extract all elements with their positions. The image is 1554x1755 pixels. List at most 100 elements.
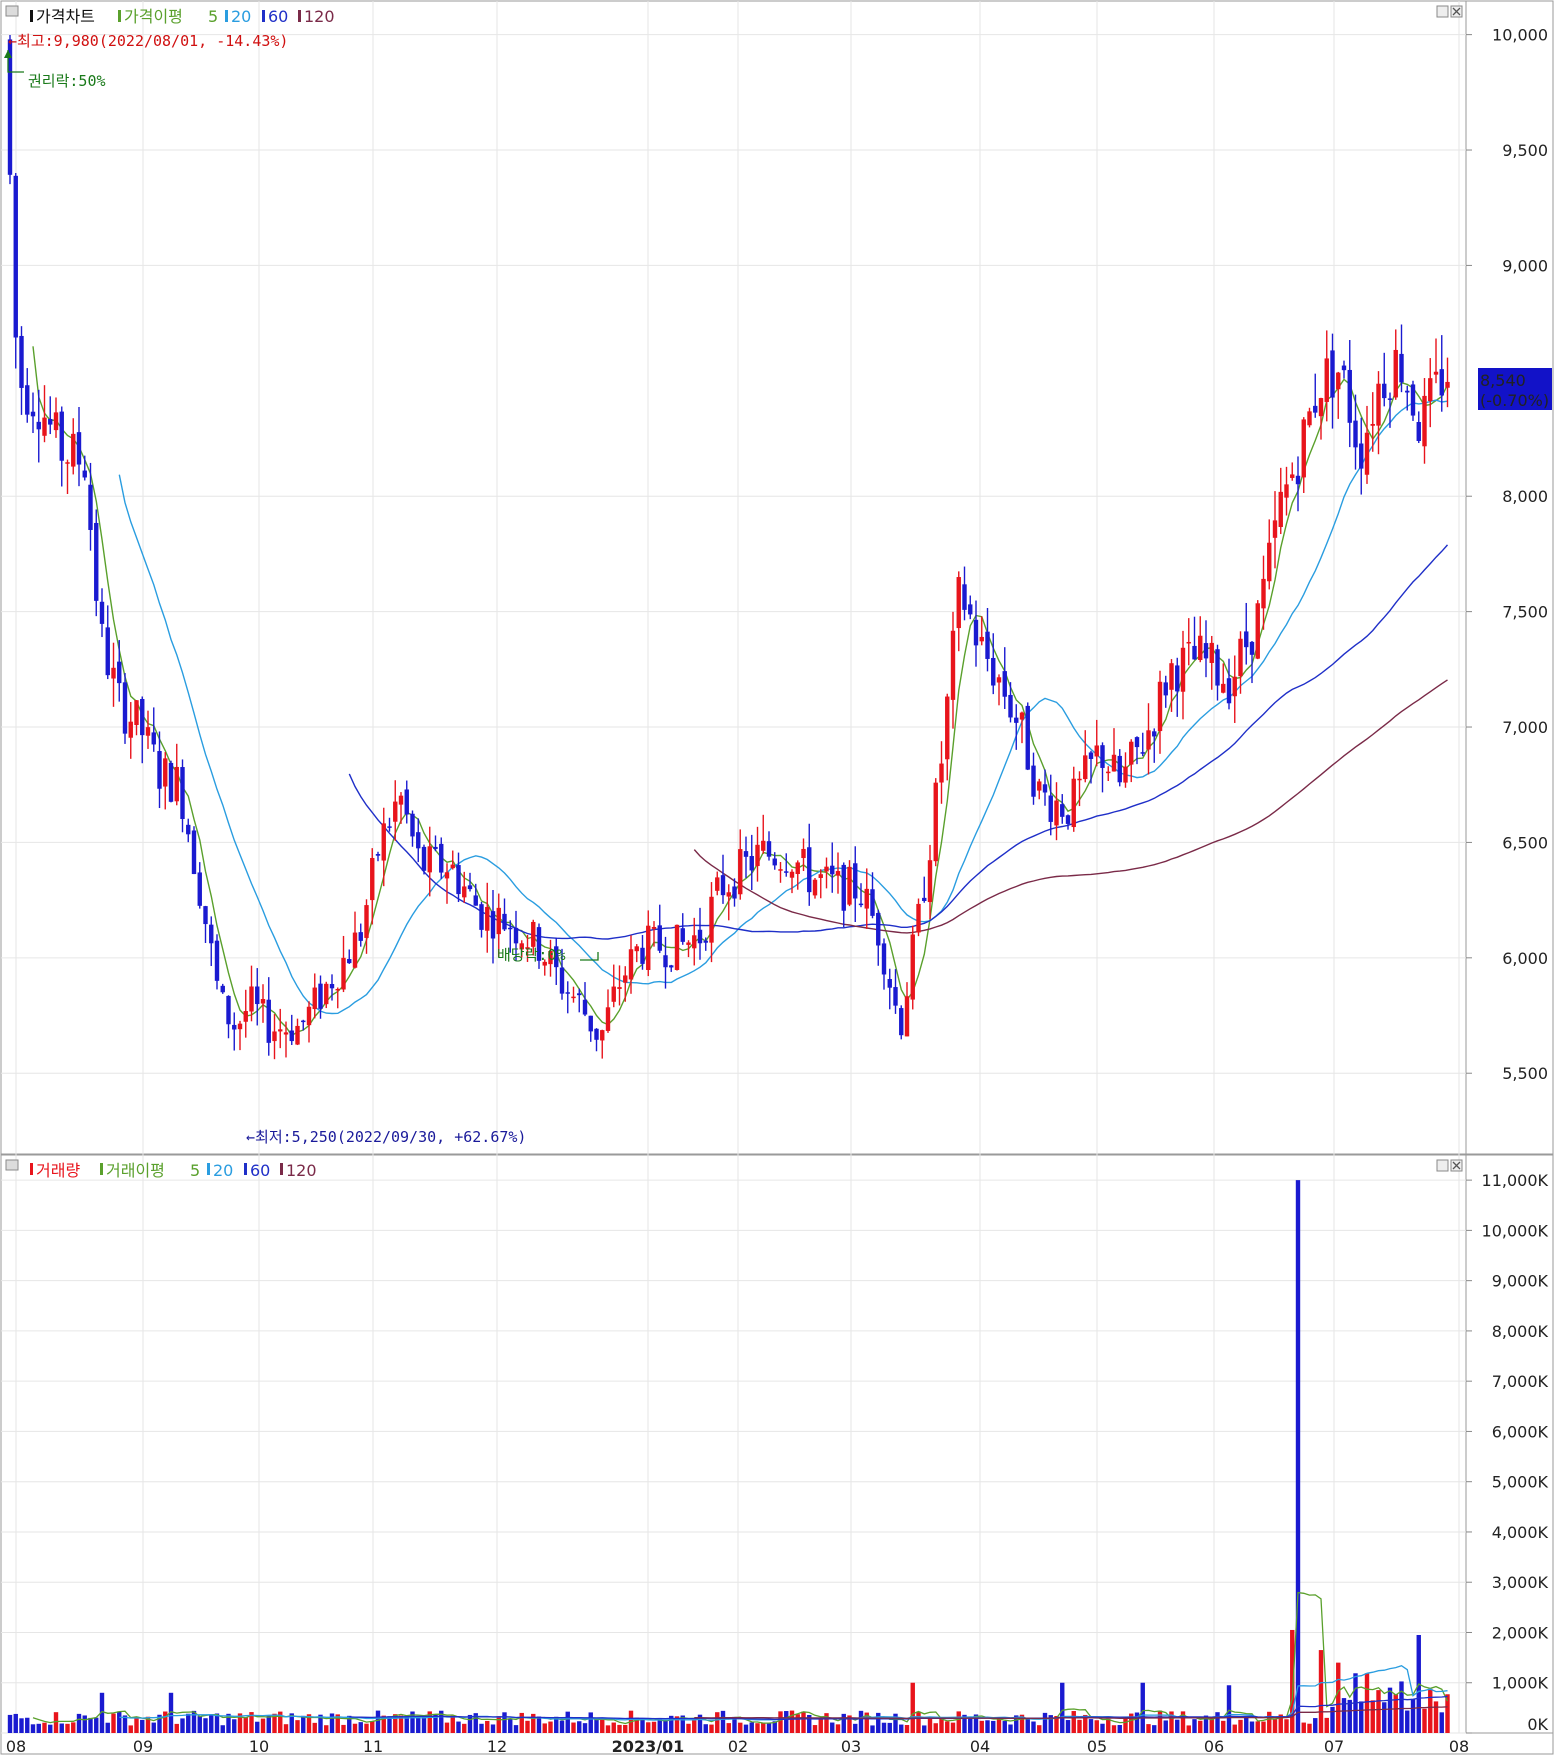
volume-bar <box>870 1725 875 1733</box>
legend-volume-ma5[interactable]: 5 <box>190 1161 200 1180</box>
volume-bar <box>1347 1699 1352 1733</box>
candle-body <box>1359 443 1364 469</box>
candle-body <box>243 1011 248 1022</box>
volume-bar <box>335 1714 340 1733</box>
volume-bar <box>140 1719 145 1733</box>
price-y-tick-label: 9,000 <box>1502 256 1548 275</box>
volume-y-tick-label: 6,000K <box>1492 1422 1549 1441</box>
price-panel-restore-button[interactable] <box>1436 5 1449 18</box>
legend-volume-ma120[interactable]: 120 <box>286 1161 317 1180</box>
candle-body <box>1238 638 1243 677</box>
volume-bar <box>513 1725 519 1733</box>
volume-bar <box>605 1725 611 1733</box>
legend-volume-label[interactable]: 거래량 <box>36 1161 80 1180</box>
candle-body <box>1002 671 1007 697</box>
candle-body <box>818 874 823 878</box>
close-icon <box>1452 1161 1461 1170</box>
candle-body <box>433 846 438 849</box>
volume-panel-restore-button[interactable] <box>1436 1159 1449 1172</box>
legend-volume-ma20[interactable]: 20 <box>213 1161 233 1180</box>
candle-body <box>180 767 185 820</box>
legend-price-ma60[interactable]: 60 <box>268 7 288 26</box>
annotation-dividend: 배당락:0% <box>497 946 566 964</box>
volume-bar <box>174 1723 179 1733</box>
volume-bar <box>467 1714 473 1733</box>
volume-bar <box>364 1723 369 1733</box>
volume-bar <box>433 1714 438 1733</box>
volume-bar <box>260 1718 266 1733</box>
legend-price-ma-label[interactable]: 가격이평 <box>124 7 183 26</box>
candle-body <box>1111 754 1117 772</box>
candle-body <box>260 999 266 1004</box>
candle-body <box>686 942 691 945</box>
candle-body <box>571 996 576 999</box>
volume-bar <box>214 1713 220 1733</box>
volume-bar <box>634 1717 639 1733</box>
candle-body <box>870 889 875 916</box>
x-tick-label: 03 <box>841 1737 861 1755</box>
legend-price-ma5[interactable]: 5 <box>208 7 218 26</box>
price-y-tick-label: 7,500 <box>1502 603 1548 622</box>
volume-bar <box>1180 1711 1186 1733</box>
candle-body <box>766 841 772 857</box>
candle-body <box>105 627 110 676</box>
volume-bar <box>324 1725 329 1733</box>
candle-body <box>1445 381 1450 388</box>
candle-body <box>1094 745 1099 757</box>
legend-price-ma20[interactable]: 20 <box>231 7 251 26</box>
candle-body <box>1048 795 1053 822</box>
volume-bar <box>761 1722 766 1733</box>
candle-body <box>1301 419 1306 478</box>
volume-bar <box>887 1722 892 1733</box>
volume-panel-menu-icon[interactable] <box>5 1159 19 1171</box>
volume-bar <box>755 1723 760 1733</box>
candle-body <box>306 1006 312 1026</box>
candle-body <box>272 1031 277 1042</box>
volume-bar <box>1146 1724 1151 1733</box>
volume-bar <box>1249 1721 1255 1733</box>
volume-bar <box>1445 1694 1450 1733</box>
volume-bar <box>1433 1701 1439 1733</box>
candle-body <box>1106 771 1111 774</box>
volume-bar <box>703 1724 708 1733</box>
volume-bar <box>1272 1719 1278 1733</box>
candle-body <box>795 862 800 875</box>
volume-y-tick-label: 10,000K <box>1482 1221 1549 1240</box>
candle-body <box>927 860 933 903</box>
candle-body <box>968 604 973 615</box>
candle-body <box>1025 705 1030 770</box>
candle-body <box>197 872 202 906</box>
legend-swatch-vol-ma120 <box>280 1163 283 1175</box>
volume-bar <box>881 1722 887 1733</box>
volume-bar <box>13 1713 18 1733</box>
candle-body <box>1198 635 1203 661</box>
volume-bar <box>1215 1712 1220 1733</box>
volume-bar <box>623 1724 628 1733</box>
volume-bar <box>508 1719 513 1733</box>
volume-bar <box>1083 1714 1088 1733</box>
volume-bar <box>99 1692 105 1733</box>
x-tick-label: 09 <box>133 1737 153 1755</box>
candle-body <box>950 630 956 700</box>
candle-body <box>1203 643 1209 659</box>
volume-bar <box>1060 1682 1065 1733</box>
candle-body <box>1042 784 1048 793</box>
candle-body <box>772 858 777 866</box>
rights-arrow-icon <box>4 50 12 58</box>
candle-body <box>381 823 386 861</box>
candle-body <box>853 863 858 899</box>
volume-y-tick-label: 4,000K <box>1492 1523 1549 1542</box>
legend-volume-ma-label[interactable]: 거래이평 <box>106 1161 165 1180</box>
legend-price-chart-label[interactable]: 가격차트 <box>36 7 95 26</box>
legend-swatch-ma <box>118 10 121 22</box>
volume-bar <box>697 1714 703 1733</box>
candle-body <box>1330 350 1335 398</box>
volume-bar <box>738 1722 743 1733</box>
volume-bar <box>916 1711 921 1733</box>
legend-volume-ma60[interactable]: 60 <box>250 1161 270 1180</box>
volume-bar <box>1008 1724 1013 1733</box>
legend-price-ma120[interactable]: 120 <box>304 7 335 26</box>
candle-body <box>1221 683 1226 693</box>
price-panel-menu-icon[interactable] <box>5 5 19 17</box>
candle-body <box>864 888 869 909</box>
